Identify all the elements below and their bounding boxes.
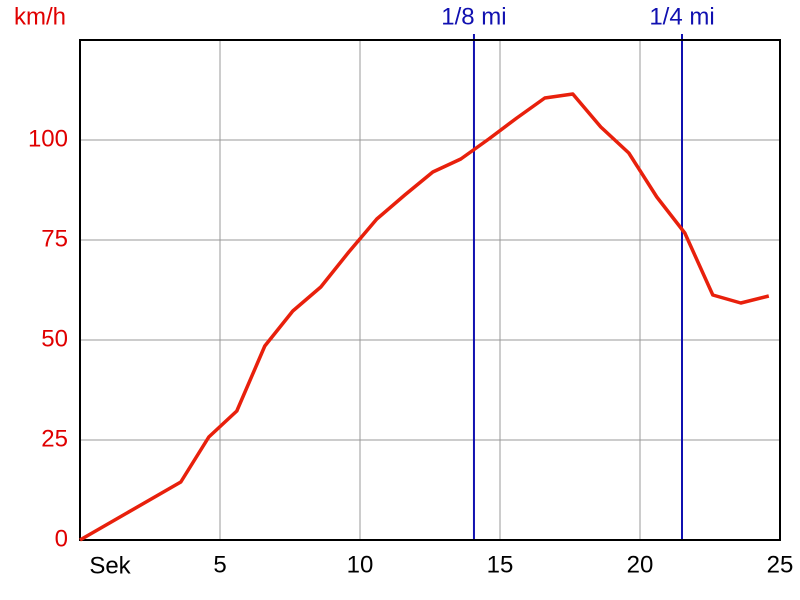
y-tick-label: 0 <box>55 525 68 552</box>
y-axis-label: km/h <box>14 3 66 30</box>
y-tick-label: 25 <box>41 425 68 452</box>
distance-marker-label: 1/8 mi <box>441 3 506 30</box>
y-tick-label: 75 <box>41 225 68 252</box>
plot-frame <box>79 39 781 541</box>
speed-line <box>79 92 770 542</box>
x-tick-label: 5 <box>213 551 226 578</box>
x-tick-label: 10 <box>347 551 374 578</box>
y-tick-label: 100 <box>28 125 68 152</box>
distance-marker-label: 1/4 mi <box>649 3 714 30</box>
x-tick-label: 20 <box>627 551 654 578</box>
y-tick-label: 50 <box>41 325 68 352</box>
x-tick-label: 15 <box>487 551 514 578</box>
x-axis-label: Sek <box>89 552 131 579</box>
x-tick-label: 25 <box>767 551 794 578</box>
